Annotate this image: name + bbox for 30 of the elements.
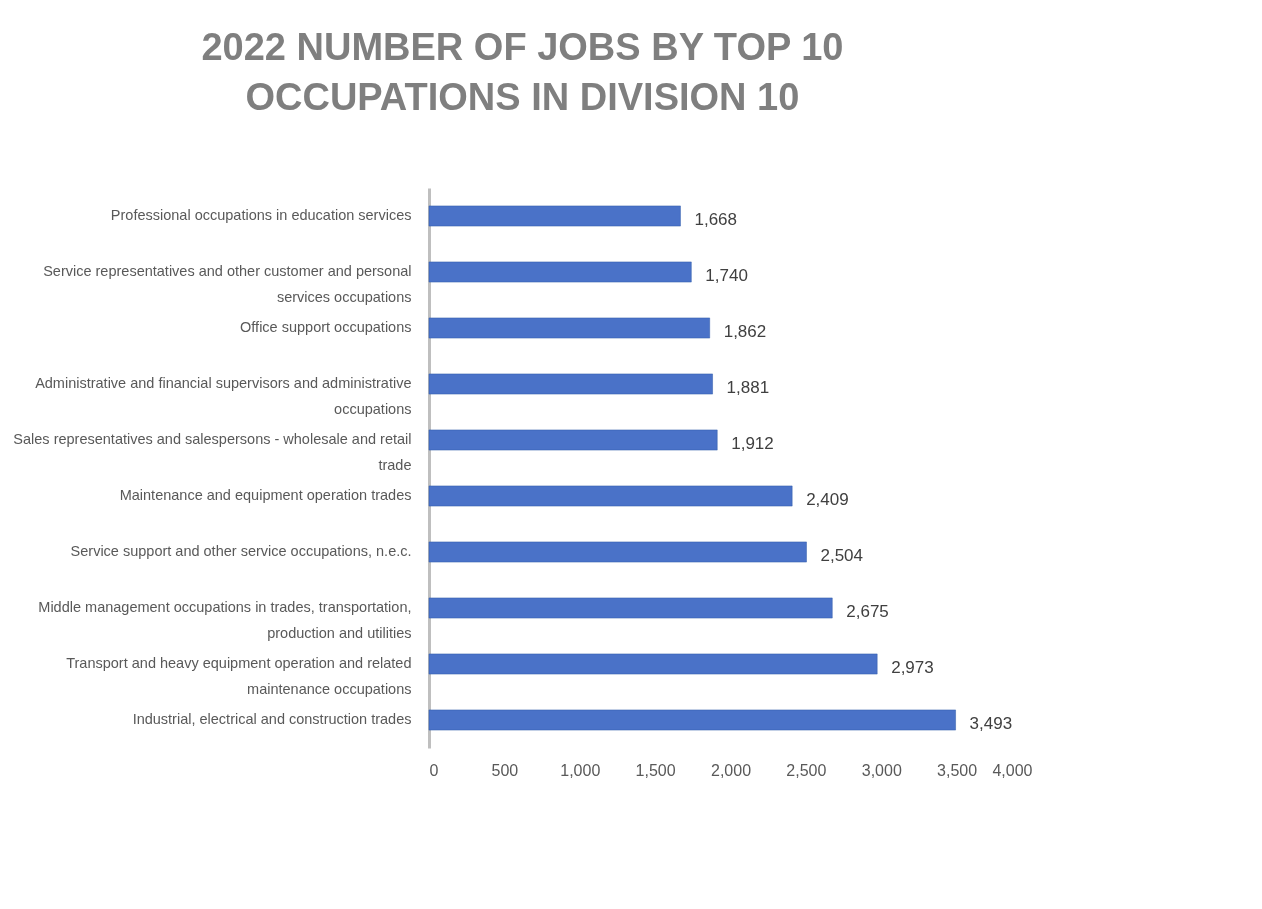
y-tick-label: Office support occupations (240, 319, 412, 335)
x-tick-label: 4,000 (992, 761, 1033, 779)
y-tick-label: Service support and other service occupations, n.e.c. (70, 543, 412, 559)
x-tick-label: 1,500 (635, 761, 676, 779)
data-label: 1,668 (694, 210, 737, 229)
y-tick-label: Professional occupations in education services (110, 207, 412, 223)
data-label: 1,881 (726, 378, 770, 397)
data-label: 2,504 (820, 546, 864, 565)
x-tick-label: 1,000 (560, 761, 601, 779)
y-tick-label: Transport and heavy equipment operation and related maintenance occupations (66, 655, 412, 697)
x-tick-label: 0 (429, 761, 439, 779)
y-tick-label: Industrial, electrical and construction trades (132, 711, 412, 727)
data-label: 1,740 (705, 266, 748, 285)
x-tick-label: 500 (491, 761, 519, 779)
y-tick-label: Service representatives and other customer and personal services occupations (43, 263, 412, 305)
data-label: 2,973 (891, 658, 934, 677)
data-label: 2,409 (806, 490, 849, 509)
y-tick-label: Sales representatives and salespersons - wholesale and retail trade (13, 431, 412, 473)
y-tick-label: Middle management occupations in trades, transportation, production and utilities (38, 599, 412, 641)
data-label: 3,493 (969, 714, 1013, 733)
y-tick-label: Administrative and financial supervisors and administrative occupations (35, 375, 412, 417)
x-tick-label: 3,500 (937, 761, 978, 779)
data-label: 1,912 (731, 434, 774, 453)
chart-title: 2022 NUMBER OF JOBS BY TOP 10 OCCUPATIONS IN DIVISION 10 (201, 26, 844, 118)
data-label: 1,862 (723, 322, 767, 341)
x-tick-label: 2,000 (710, 761, 752, 779)
x-tick-label: 3,000 (861, 761, 902, 779)
x-tick-label: 2,500 (786, 761, 827, 779)
y-tick-label: Maintenance and equipment operation trades (119, 487, 412, 503)
data-label: 2,675 (846, 602, 889, 621)
